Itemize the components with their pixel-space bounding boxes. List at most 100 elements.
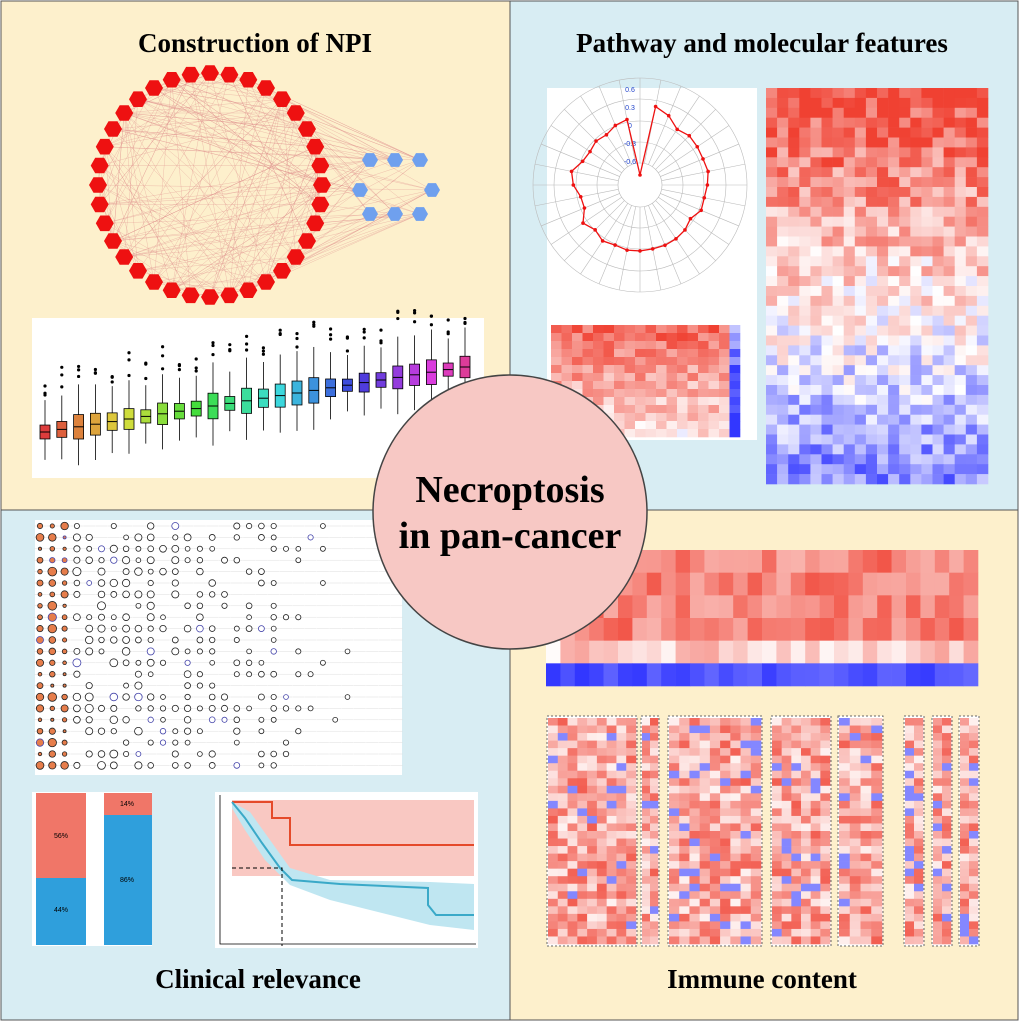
heat-cell [871,838,883,847]
heat-cell [899,216,911,227]
heat-cell [799,97,811,109]
heat-cell [720,883,731,892]
heat-cell [669,906,680,915]
heat-cell [854,276,867,287]
heat-cell [650,725,659,734]
heat-cell [548,831,559,839]
heat-cell [642,763,651,772]
heat-cell [949,572,964,596]
dot [209,648,216,655]
dot [319,659,326,666]
network-edge [124,159,421,258]
heat-cell [557,718,568,726]
network-edge [295,213,421,258]
heat-cell [810,785,821,794]
heat-cell [834,640,849,664]
heat-cell [921,256,933,267]
heat-cell [699,748,711,756]
heat-cell [577,891,588,900]
heat-cell [557,936,568,945]
heat-cell [910,335,922,346]
heat-cell [877,236,889,247]
heat-cell [689,861,700,869]
heat-cell [854,206,867,217]
heat-cell [871,755,883,764]
dot [208,579,216,587]
heat-cell [954,414,967,425]
heat-cell [766,335,778,346]
dot [98,557,105,564]
heat-cell [888,335,900,346]
dot [184,739,191,746]
heat-cell [910,226,922,237]
heat-cell [969,853,979,862]
radar-point [638,249,642,253]
heat-cell [788,315,800,326]
heat-cell [910,474,922,485]
heat-cell [921,177,933,188]
outlier [362,327,366,331]
heat-cell [596,800,607,809]
dot [122,578,131,588]
dot [270,750,277,758]
heat-cell [899,414,911,425]
heat-cell [921,206,933,217]
heat-cell [888,444,900,455]
heat-cell [943,88,955,99]
heat-cell [865,117,878,128]
heat-cell [548,883,559,892]
panel-title: Clinical relevance [155,964,361,994]
heat-cell [810,838,821,847]
heat-cell [888,424,900,435]
heat-cell [614,389,625,398]
heat-cell [933,846,943,854]
outlier [278,331,282,336]
heat-cell [567,936,578,945]
heat-cell [821,246,833,257]
heat-cell [810,474,822,485]
outlier [379,328,383,332]
heat-cell [843,404,856,415]
heat-cell [888,276,900,287]
heat-cell [871,748,883,756]
heat-cell [943,266,955,277]
dot [159,739,167,746]
heat-cell [810,137,822,148]
heat-cell [910,157,922,168]
heat-cell [860,913,872,922]
heat-cell [865,385,878,396]
heat-cell [914,831,924,839]
heat-cell [572,341,583,350]
heat-cell [888,177,900,188]
dot [344,648,351,655]
heat-cell [849,891,861,900]
heat-cell [865,454,878,465]
red-node [145,80,163,96]
heat-cell [801,906,811,915]
heat-cell [766,394,778,406]
outlier [43,384,47,388]
radar-point [613,123,618,128]
heat-cell [650,921,659,930]
heat-cell [777,147,789,158]
heat-cell [965,127,978,138]
heat-cell [865,88,878,99]
heat-cell [949,640,964,664]
heat-cell [666,333,678,342]
dot [159,659,167,666]
heat-cell [877,315,889,326]
heat-cell [843,127,856,138]
heat-cell [740,778,752,787]
dot [122,545,130,553]
heat-cell [942,913,952,922]
heat-cell [942,718,952,726]
dot [208,750,216,758]
heat-cell [567,831,578,839]
heat-cell [821,276,833,287]
heat-cell [791,883,802,892]
heat-cell [799,167,811,178]
heat-cell [788,305,800,316]
heat-cell [963,550,979,573]
heat-cell [860,861,872,869]
heat-cell [645,381,657,390]
